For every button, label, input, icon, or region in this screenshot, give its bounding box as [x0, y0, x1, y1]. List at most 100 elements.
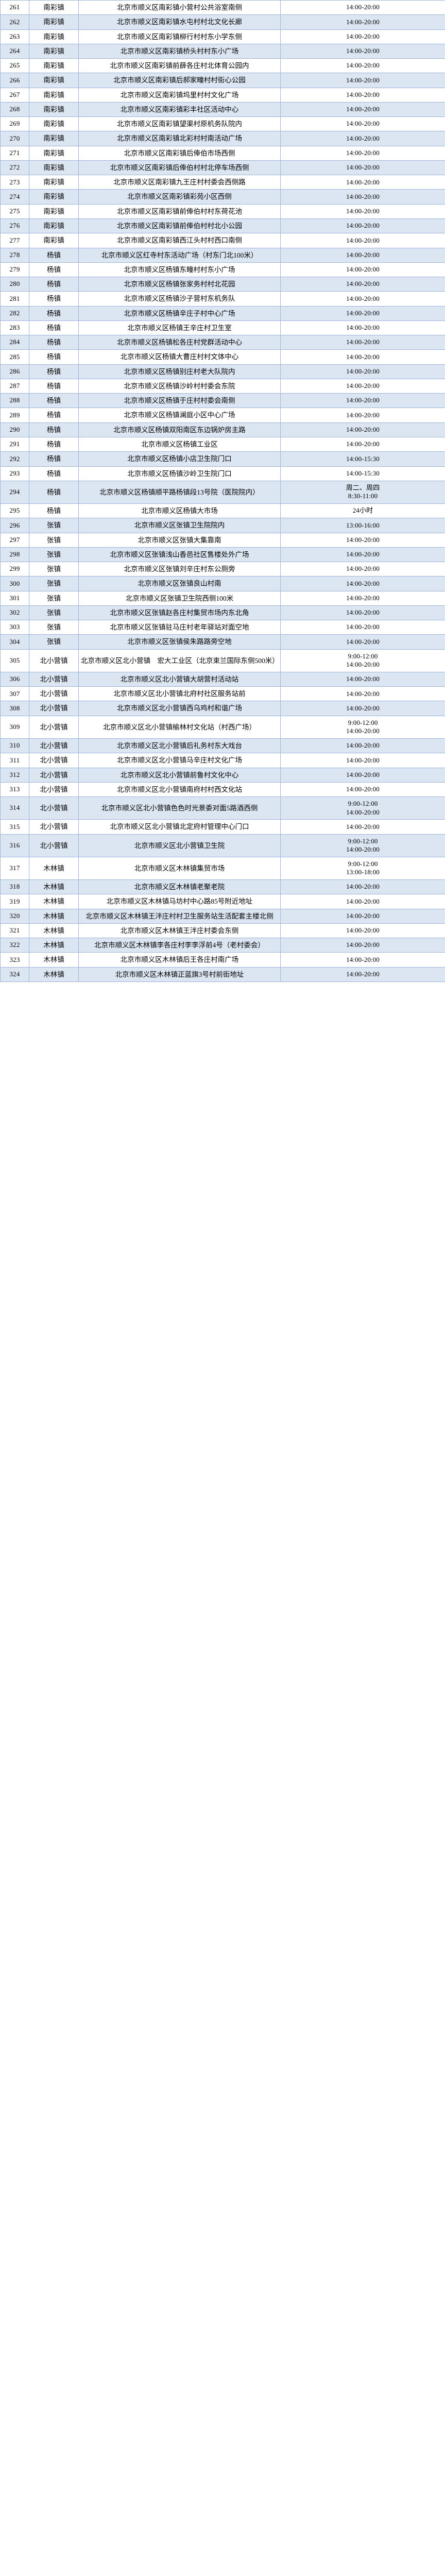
table-row: 304 张镇 北京市顺义区张镇侯朱路路旁空地 14:00-20:00 [0, 634, 445, 650]
row-address-cell: 北京市顺义区南彩镇桥头村村东小广场 [78, 43, 281, 59]
row-address-cell: 北京市顺义区木林镇李各庄村李李浮前4号（老村委会） [78, 938, 281, 953]
table-row: 290 杨镇 北京市顺义区杨镇双阳南区东边锅炉房主路 14:00-20:00 [0, 422, 445, 437]
table-row: 315 北小营镇 北京市顺义区北小营镇北定府村管理中心门口 14:00-20:00 [0, 819, 445, 835]
row-address-cell: 北京市顺义区张镇卫生院西侧100米 [78, 590, 281, 606]
row-index-cell: 315 [0, 819, 29, 835]
testing-site-table: 261 南彩镇 北京市顺义区南彩镇小营村公共浴室南侧 14:00-20:00 262 南彩… [0, 0, 445, 982]
table-row: 286 杨镇 北京市顺义区杨镇别庄村老大队院内 14:00-20:00 [0, 364, 445, 379]
row-town-cell: 张镇 [29, 562, 79, 577]
table-row: 294 杨镇 北京市顺义区杨镇顺平路杨镇段13号院（医院院内） 周二、周四 8:30-… [0, 480, 445, 504]
table-row: 267 南彩镇 北京市顺义区南彩镇坞里村村文化广场 14:00-20:00 [0, 87, 445, 103]
row-time-cell: 14:00-20:00 [280, 547, 445, 563]
row-time-cell: 9:00-12:00 14:00-20:00 [280, 796, 445, 820]
row-index-cell: 309 [0, 715, 29, 739]
row-town-cell: 张镇 [29, 590, 79, 606]
row-time-cell: 14:00-20:00 [280, 767, 445, 783]
table-row: 318 木林镇 北京市顺义区木林镇老聚老院 14:00-20:00 [0, 879, 445, 895]
row-index-cell: 286 [0, 364, 29, 379]
row-index-cell: 311 [0, 753, 29, 768]
row-address-cell: 北京市顺义区南彩镇后俸伯市场西侧 [78, 145, 281, 161]
row-town-cell: 杨镇 [29, 480, 79, 504]
row-index-cell: 278 [0, 247, 29, 263]
row-index-cell: 308 [0, 701, 29, 716]
row-index-cell: 299 [0, 562, 29, 577]
row-index-cell: 264 [0, 43, 29, 59]
row-address-cell: 北京市顺义区木林镇王泮庄村村卫生服务站生活配套主楼北侧 [78, 908, 281, 924]
row-address-cell: 北京市顺义区张镇良山村南 [78, 576, 281, 591]
row-town-cell: 北小营镇 [29, 701, 79, 716]
table-row: 309 北小营镇 北京市顺义区北小营镇榆林村文化站（村西广场） 9:00-12:00 … [0, 715, 445, 739]
table-row: 278 杨镇 北京市顺义区红寺村东活动广场（村东门北100米） 14:00-20:00 [0, 247, 445, 263]
table-row: 282 杨镇 北京市顺义区杨镇辛庄子村中心广场 14:00-20:00 [0, 306, 445, 321]
row-time-cell: 14:00-20:00 [280, 320, 445, 336]
row-town-cell: 木林镇 [29, 938, 79, 953]
row-address-cell: 北京市顺义区南彩镇前薛各庄村北体育公园内 [78, 58, 281, 74]
row-address-cell: 北京市顺义区北小营镇前鲁村文化中心 [78, 767, 281, 783]
row-time-cell: 14:00-20:00 [280, 364, 445, 379]
row-town-cell: 北小营镇 [29, 796, 79, 820]
row-time-cell: 14:00-20:00 [280, 14, 445, 30]
row-time-cell: 14:00-20:00 [280, 952, 445, 968]
row-index-cell: 314 [0, 796, 29, 820]
row-town-cell: 杨镇 [29, 393, 79, 409]
row-index-cell: 275 [0, 204, 29, 219]
table-row: 262 南彩镇 北京市顺义区南彩镇水屯村村北文化长廊 14:00-20:00 [0, 14, 445, 30]
row-address-cell: 北京市顺义区南彩镇柳行村村东小学东侧 [78, 29, 281, 44]
row-address-cell: 北京市顺义区杨镇辛庄子村中心广场 [78, 306, 281, 321]
row-address-cell: 北京市顺义区张镇刘辛庄村东公厕旁 [78, 562, 281, 577]
row-index-cell: 323 [0, 952, 29, 968]
row-time-cell: 14:00-20:00 [280, 160, 445, 176]
row-address-cell: 北京市顺义区杨镇大市场 [78, 503, 281, 519]
row-index-cell: 304 [0, 634, 29, 650]
table-row: 296 张镇 北京市顺义区张镇卫生院院内 13:00-16:00 [0, 518, 445, 533]
row-town-cell: 张镇 [29, 605, 79, 621]
row-time-cell: 14:00-20:00 [280, 686, 445, 702]
row-index-cell: 303 [0, 620, 29, 635]
row-time-cell: 14:00-20:00 [280, 938, 445, 953]
row-town-cell: 杨镇 [29, 503, 79, 519]
row-index-cell: 282 [0, 306, 29, 321]
table-row: 306 北小营镇 北京市顺义区北小营镇大胡营村活动站 14:00-20:00 [0, 671, 445, 687]
row-time-cell: 14:00-20:00 [280, 436, 445, 452]
table-row: 271 南彩镇 北京市顺义区南彩镇后俸伯市场西侧 14:00-20:00 [0, 145, 445, 161]
row-town-cell: 北小营镇 [29, 671, 79, 687]
row-time-cell: 14:00-20:00 [280, 262, 445, 278]
table-row: 264 南彩镇 北京市顺义区南彩镇桥头村村东小广场 14:00-20:00 [0, 43, 445, 59]
table-row: 320 木林镇 北京市顺义区木林镇王泮庄村村卫生服务站生活配套主楼北侧 14:00-2… [0, 908, 445, 924]
row-index-cell: 306 [0, 671, 29, 687]
row-index-cell: 291 [0, 436, 29, 452]
row-time-cell: 14:00-20:00 [280, 247, 445, 263]
table-row: 297 张镇 北京市顺义区张镇大集靠南 14:00-20:00 [0, 532, 445, 548]
row-town-cell: 南彩镇 [29, 175, 79, 190]
row-index-cell: 262 [0, 14, 29, 30]
row-time-cell: 14:00-20:00 [280, 29, 445, 44]
row-address-cell: 北京市顺义区南彩镇北彩村村南活动广场 [78, 131, 281, 146]
row-town-cell: 南彩镇 [29, 43, 79, 59]
table-row: 269 南彩镇 北京市顺义区南彩镇望渠村原机务队院内 14:00-20:00 [0, 116, 445, 132]
table-row: 319 木林镇 北京市顺义区木林镇马坊村中心路85号附近地址 14:00-20:00 [0, 894, 445, 909]
row-index-cell: 272 [0, 160, 29, 176]
row-time-cell: 14:00-20:00 [280, 87, 445, 103]
row-address-cell: 北京市顺义区北小营镇西乌鸡村和谐广场 [78, 701, 281, 716]
table-row: 270 南彩镇 北京市顺义区南彩镇北彩村村南活动广场 14:00-20:00 [0, 131, 445, 146]
row-town-cell: 南彩镇 [29, 218, 79, 234]
row-town-cell: 杨镇 [29, 466, 79, 481]
table-row: 314 北小营镇 北京市顺义区北小营镇色色时光景委对面5路酒西侧 9:00-12:00… [0, 796, 445, 820]
row-time-cell: 14:00-20:00 [280, 204, 445, 219]
table-row: 273 南彩镇 北京市顺义区南彩镇九王庄村村委会西侧路 14:00-20:00 [0, 175, 445, 190]
row-address-cell: 北京市顺义区北小营镇南府村村西文化站 [78, 782, 281, 798]
row-address-cell: 北京市顺义区杨镇澜庭小区中心广场 [78, 408, 281, 423]
row-time-cell: 14:00-20:00 [280, 620, 445, 635]
row-town-cell: 北小营镇 [29, 782, 79, 798]
row-town-cell: 木林镇 [29, 856, 79, 880]
table-row: 289 杨镇 北京市顺义区杨镇澜庭小区中心广场 14:00-20:00 [0, 408, 445, 423]
row-town-cell: 南彩镇 [29, 29, 79, 44]
row-address-cell: 北京市顺义区杨镇松各庄村党群活动中心 [78, 335, 281, 350]
row-address-cell: 北京市顺义区杨镇工业区 [78, 436, 281, 452]
row-town-cell: 杨镇 [29, 320, 79, 336]
row-town-cell: 杨镇 [29, 364, 79, 379]
row-town-cell: 杨镇 [29, 349, 79, 365]
row-time-cell: 14:00-20:00 [280, 562, 445, 577]
row-town-cell: 北小营镇 [29, 738, 79, 754]
row-index-cell: 273 [0, 175, 29, 190]
